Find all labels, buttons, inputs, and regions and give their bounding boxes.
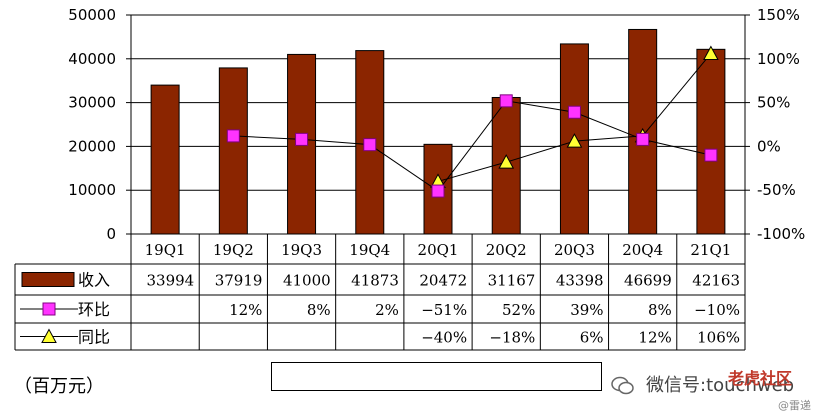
- data-table: 19Q1 19Q2 19Q3 19Q4 20Q1 20Q2 20Q3 20Q4 21Q1 收入 33…: [14, 234, 746, 351]
- category-label: 19Q4: [349, 241, 390, 259]
- table-cell: −51%: [421, 301, 467, 319]
- yoy-marker: [703, 45, 719, 61]
- row-label: 环比: [78, 300, 110, 319]
- table-cell: −10%: [694, 301, 740, 319]
- watermark: 微信号:touchweb 老虎社区 @雷递: [610, 367, 828, 415]
- table-cell: 41000: [283, 272, 331, 290]
- chart-legend: [271, 362, 602, 391]
- left-tick-label: 20000: [68, 137, 116, 155]
- row-label: 同比: [78, 328, 110, 347]
- table-cell: 106%: [697, 329, 740, 347]
- category-label: 19Q3: [281, 241, 322, 259]
- table-cell: 12%: [638, 329, 671, 347]
- category-label: 19Q1: [145, 241, 186, 259]
- qoq-line: [233, 100, 712, 192]
- table-cell: 20472: [419, 272, 467, 290]
- qoq-marker: [499, 94, 513, 108]
- row-label: 收入: [78, 271, 110, 290]
- watermark-logo: 老虎社区: [728, 369, 793, 388]
- table-cell: 41873: [351, 272, 399, 290]
- qoq-marker: [636, 132, 650, 146]
- right-tick-label: 50%: [757, 94, 790, 112]
- table-cell: 33994: [147, 272, 195, 290]
- table-cell: −40%: [421, 329, 467, 347]
- table-cell: 31167: [488, 272, 536, 290]
- table-cell: 2%: [375, 301, 399, 319]
- qoq-marker: [363, 138, 377, 152]
- left-tick-label: 40000: [68, 50, 116, 68]
- yoy-marker: [498, 154, 515, 169]
- table-cell: 46699: [624, 272, 672, 290]
- table-cell: 52%: [502, 301, 535, 319]
- unit-label: （百万元）: [14, 376, 104, 397]
- watermark-sub: @雷递: [778, 399, 811, 412]
- watermark-handle: touchweb: [706, 375, 795, 396]
- revenue-key: [21, 272, 75, 287]
- category-label: 20Q3: [554, 241, 595, 259]
- qoq-marker: [295, 132, 309, 146]
- watermark-account: 微信号:touchweb: [646, 371, 794, 397]
- qoq-marker: [42, 302, 56, 316]
- right-tick-label: 150%: [757, 6, 800, 24]
- category-label: 21Q1: [690, 241, 731, 259]
- watermark-prefix: 微信号:: [646, 375, 707, 396]
- category-label: 20Q4: [622, 241, 663, 259]
- qoq-marker: [567, 105, 581, 119]
- right-tick-label: 0%: [757, 137, 781, 155]
- revenue-bar: [150, 84, 180, 235]
- table-cell: 43398: [556, 272, 604, 290]
- table-cell: 12%: [229, 301, 262, 319]
- qoq-marker: [226, 129, 240, 143]
- category-label: 19Q2: [213, 241, 254, 259]
- table-cell: 8%: [307, 301, 331, 319]
- category-label: 20Q1: [418, 241, 459, 259]
- table-cell: −18%: [489, 329, 535, 347]
- table-cell: 8%: [648, 301, 672, 319]
- yoy-marker: [566, 133, 583, 148]
- revenue-bar: [696, 48, 726, 235]
- qoq-marker: [704, 148, 718, 162]
- table-cell: 6%: [580, 329, 604, 347]
- table-cell: 39%: [570, 301, 603, 319]
- left-tick-label: 30000: [68, 94, 116, 112]
- right-tick-label: -100%: [757, 225, 805, 243]
- qoq-marker: [431, 184, 445, 198]
- left-tick-label: 10000: [68, 181, 116, 199]
- growth-lines: [226, 45, 719, 198]
- revenue-bar: [218, 67, 248, 235]
- category-label: 20Q2: [486, 241, 527, 259]
- axes: 0 10000 20000 30000 40000 50000 -100% -50% 0% 50%…: [68, 6, 805, 243]
- left-tick-label: 50000: [68, 6, 116, 24]
- table-cell: 42163: [692, 272, 740, 290]
- table-cell: 37919: [215, 272, 263, 290]
- left-tick-label: 0: [106, 225, 116, 243]
- wechat-icon: [611, 376, 634, 395]
- yoy-marker: [41, 328, 57, 343]
- right-tick-label: -50%: [757, 181, 796, 199]
- revenue-bars: [150, 28, 726, 235]
- right-tick-label: 100%: [757, 50, 800, 68]
